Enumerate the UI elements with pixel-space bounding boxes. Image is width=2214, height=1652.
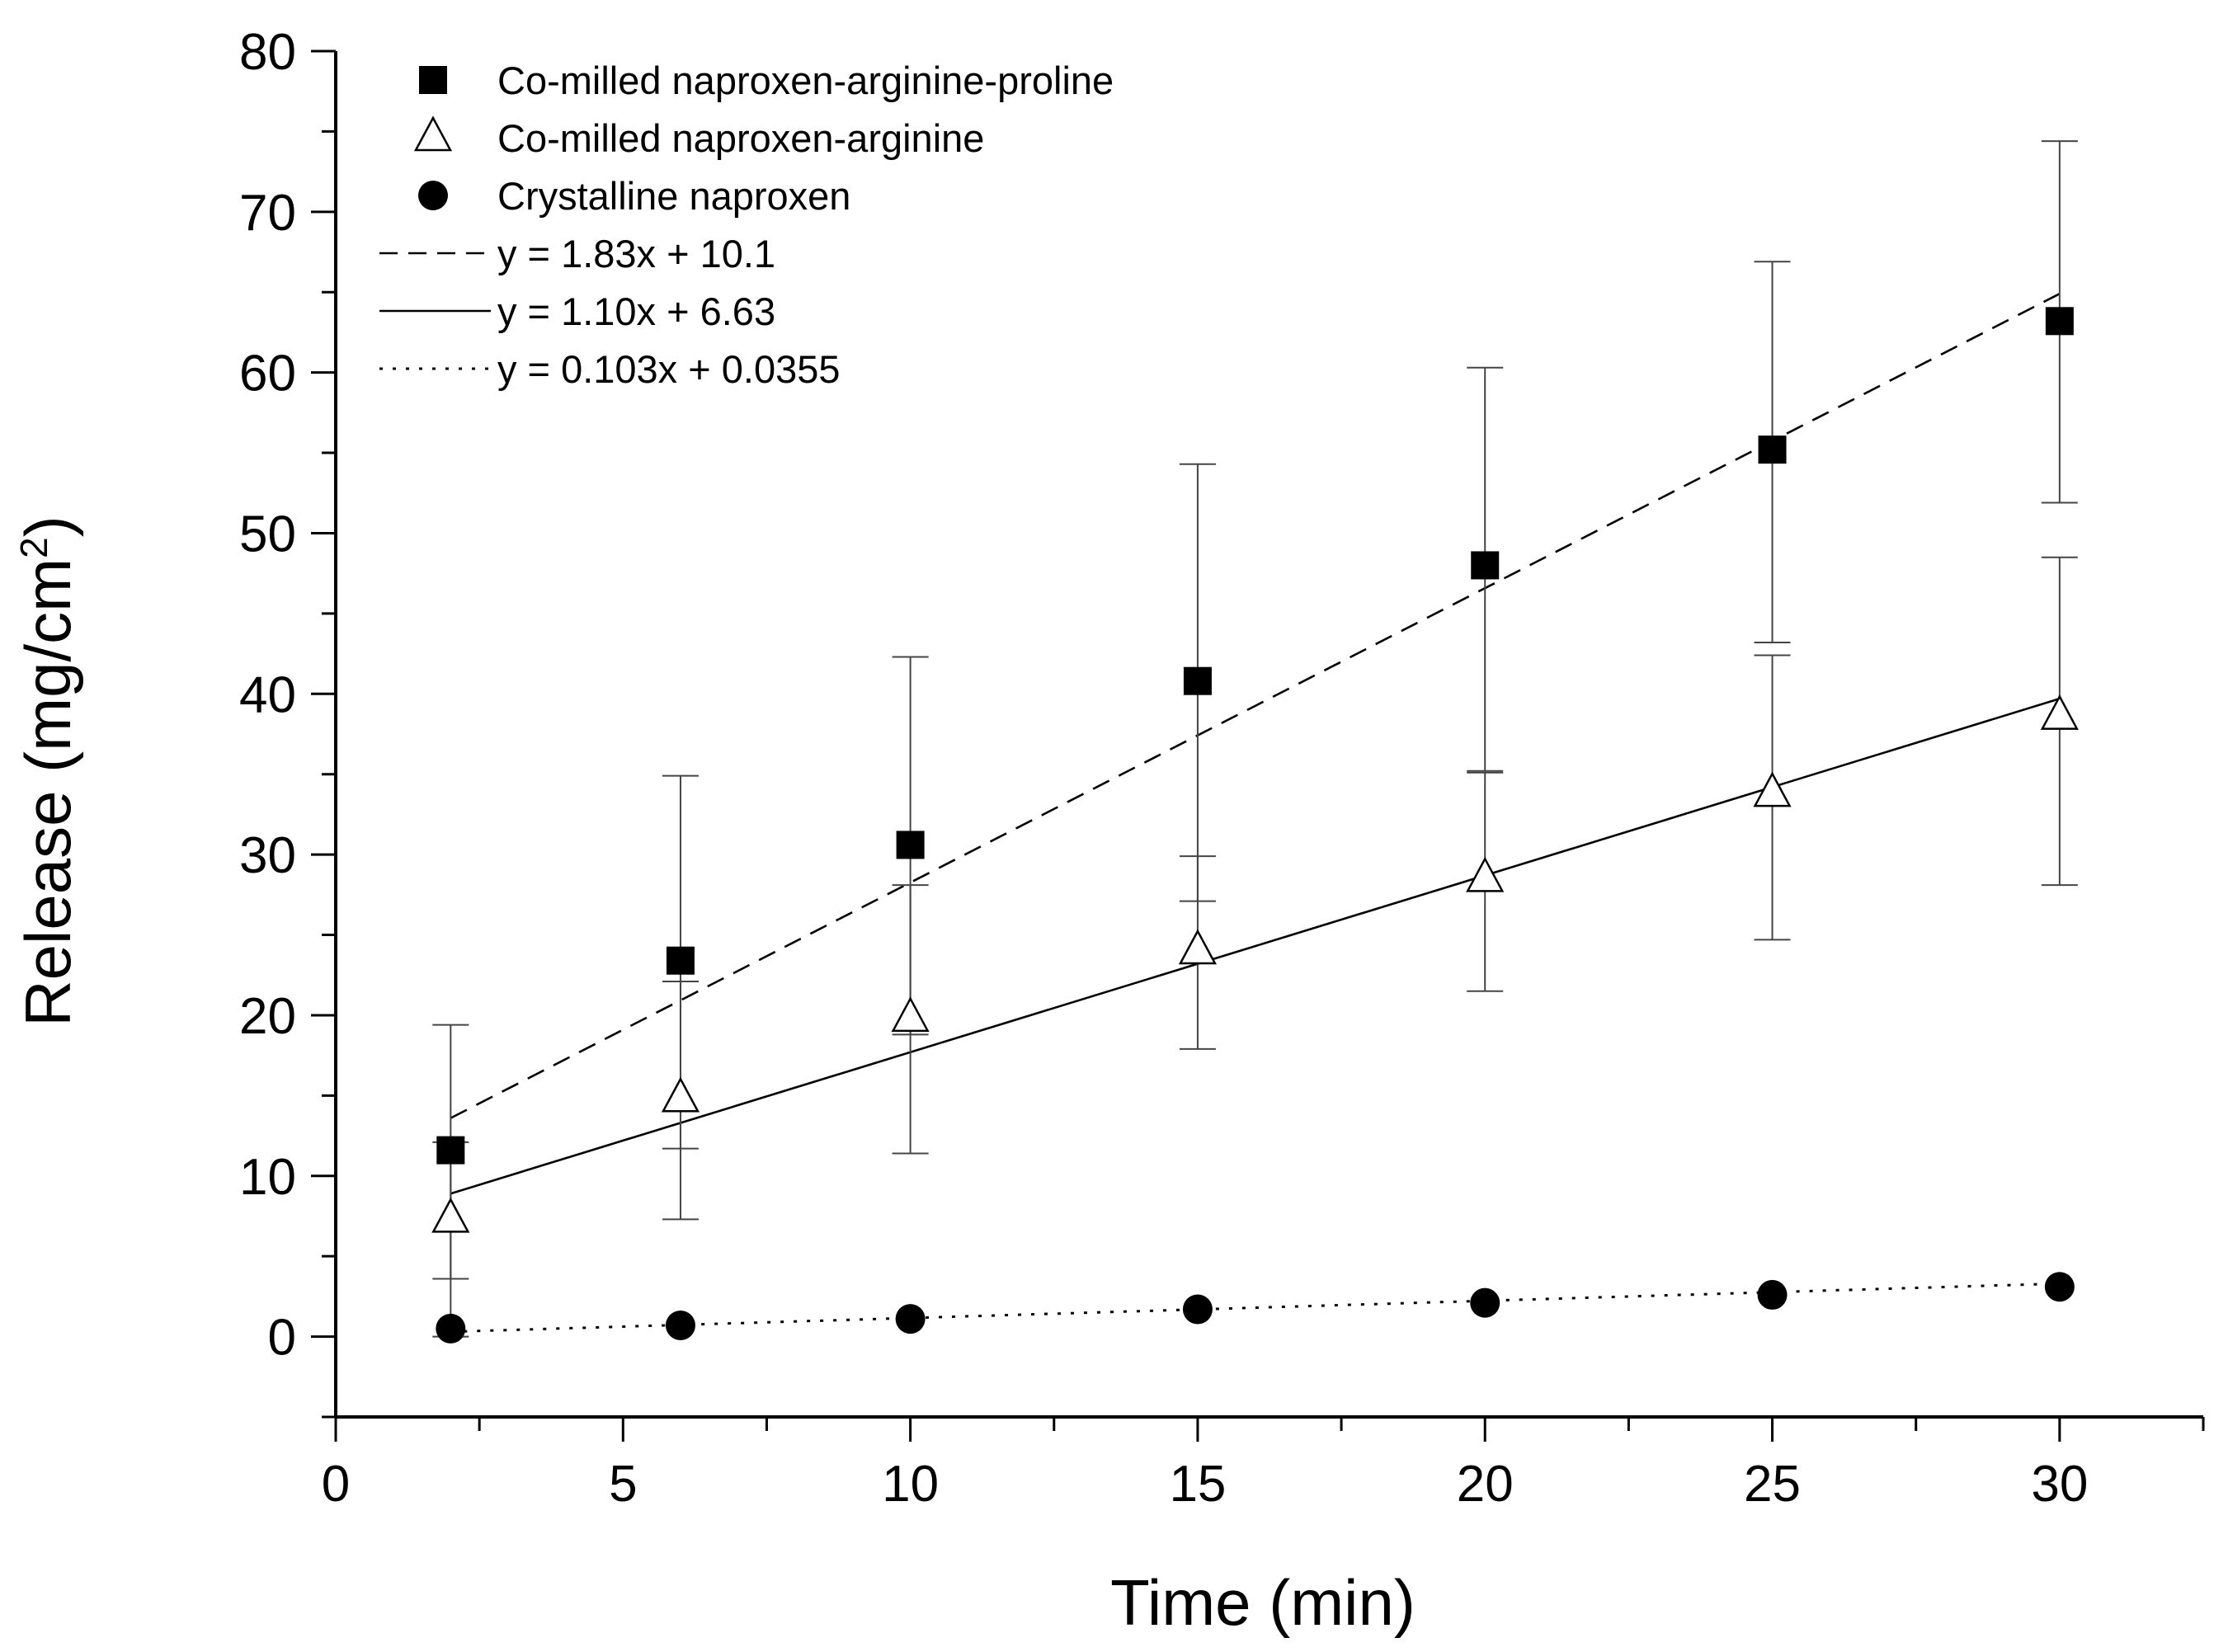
axes: 0 10 20 30 40 50 60 70 80 0 5 10 15 20 25 30 (239, 24, 2205, 1513)
y-tick-label: 50 (239, 506, 296, 562)
fit-line-solid (450, 697, 2061, 1195)
y-axis-title-superscript: 2 (12, 537, 55, 558)
y-tick-label: 10 (239, 1149, 296, 1206)
triangle-marker (1466, 856, 1505, 892)
data-markers (431, 307, 2079, 1344)
circle-marker (895, 1304, 926, 1334)
x-tick-label: 0 (322, 1456, 350, 1513)
circle-marker (436, 1313, 466, 1344)
x-axis-title: Time (min) (1110, 1566, 1416, 1639)
y-tick-label: 60 (239, 346, 296, 402)
circle-marker (665, 1310, 695, 1340)
legend-label: y = 1.83x + 10.1 (497, 232, 775, 275)
x-tick-label: 25 (1744, 1456, 1801, 1513)
square-marker (1183, 666, 1212, 695)
x-tick-label: 30 (2031, 1456, 2088, 1513)
x-tick-label: 5 (609, 1456, 637, 1513)
circle-marker (1182, 1294, 1213, 1325)
triangle-marker (891, 996, 930, 1033)
legend-square-marker (419, 66, 447, 94)
y-axis-title: Release (mg/cm2) (12, 515, 84, 1026)
legend-label: Co-milled naproxen-arginine (497, 116, 984, 160)
circle-marker (1470, 1287, 1500, 1318)
square-marker (666, 946, 695, 975)
square-marker (896, 831, 925, 859)
triangle-marker (661, 1076, 700, 1113)
legend-label: Crystalline naproxen (497, 174, 850, 218)
square-marker (1471, 551, 1500, 580)
legend: Co-milled naproxen-arginine-proline Co-mi… (379, 59, 1114, 391)
square-marker (436, 1136, 465, 1165)
y-tick-label: 40 (239, 666, 296, 723)
y-tick-label: 80 (239, 24, 296, 81)
y-axis-title-close: ) (12, 515, 84, 537)
x-tick-label: 15 (1169, 1456, 1226, 1513)
legend-label: y = 0.103x + 0.0355 (497, 347, 841, 391)
fit-line-dashed (450, 293, 2061, 1119)
y-tick-label: 30 (239, 827, 296, 884)
triangle-marker (1178, 929, 1218, 965)
legend-triangle-marker (413, 115, 453, 152)
x-tick-label: 20 (1457, 1456, 1514, 1513)
triangle-marker (431, 1197, 470, 1233)
triangle-marker (1753, 771, 1792, 807)
legend-circle-marker (418, 181, 448, 210)
legend-label: Co-milled naproxen-arginine-proline (497, 59, 1114, 102)
legend-label: y = 1.10x + 6.63 (497, 289, 775, 333)
circle-marker (1757, 1279, 1788, 1310)
y-axis-title-main: Release (mg/cm (12, 558, 84, 1027)
square-marker (2045, 307, 2074, 336)
y-tick-label: 70 (239, 185, 296, 242)
square-marker (1758, 435, 1787, 464)
circle-marker (2044, 1272, 2075, 1302)
y-tick-label: 20 (239, 988, 296, 1045)
y-tick-label: 0 (268, 1310, 296, 1367)
x-tick-label: 10 (882, 1456, 939, 1513)
triangle-marker (2040, 694, 2079, 730)
fit-lines (450, 293, 2061, 1334)
